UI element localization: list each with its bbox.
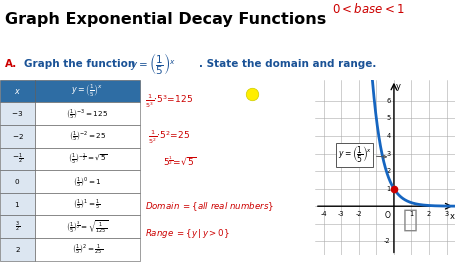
- Text: 1: 1: [410, 211, 413, 217]
- Bar: [35, 102, 140, 125]
- Text: $\left(\frac{1}{5}\right)^{-\frac{1}{2}}=\sqrt{5}$: $\left(\frac{1}{5}\right)^{-\frac{1}{2}}…: [68, 151, 107, 167]
- Text: 5: 5: [386, 115, 391, 121]
- Text: 1: 1: [387, 186, 391, 192]
- Bar: [0, 148, 35, 170]
- Bar: [35, 148, 140, 170]
- Text: 3: 3: [387, 151, 391, 156]
- Text: x: x: [449, 212, 455, 221]
- Bar: [35, 193, 140, 215]
- Text: 2: 2: [427, 211, 431, 217]
- Text: 4: 4: [386, 133, 391, 139]
- Text: $y=\left(\dfrac{1}{5}\right)^{\!x}$: $y=\left(\dfrac{1}{5}\right)^{\!x}$: [337, 145, 386, 165]
- Text: O: O: [385, 211, 391, 220]
- Text: $-\frac{1}{2}$: $-\frac{1}{2}$: [12, 152, 23, 166]
- Text: $\left(\frac{1}{5}\right)^{1}=\frac{1}{5}$: $\left(\frac{1}{5}\right)^{1}=\frac{1}{5…: [73, 197, 101, 211]
- Text: 3: 3: [445, 211, 448, 217]
- Text: $2$: $2$: [15, 245, 20, 254]
- Text: $0$: $0$: [14, 177, 20, 186]
- Bar: [35, 238, 140, 261]
- Bar: [0, 125, 35, 148]
- Text: 2: 2: [386, 168, 391, 174]
- Text: 👤: 👤: [402, 207, 418, 231]
- Text: Range $= \{y\,|\,y > 0\}$: Range $= \{y\,|\,y > 0\}$: [145, 227, 229, 240]
- Bar: [0, 170, 35, 193]
- Text: Domain $= \{$all real numbers$\}$: Domain $= \{$all real numbers$\}$: [145, 200, 273, 213]
- Text: 6: 6: [386, 98, 391, 104]
- Bar: [0, 193, 35, 215]
- Text: $\mathit{0{<}base{<}1}$: $\mathit{0{<}base{<}1}$: [332, 2, 404, 16]
- Text: $y = \left(\dfrac{1}{5}\right)^x$: $y = \left(\dfrac{1}{5}\right)^x$: [130, 51, 176, 77]
- Text: $y=\left(\frac{1}{5}\right)^x$: $y=\left(\frac{1}{5}\right)^x$: [71, 83, 103, 99]
- Text: A.: A.: [5, 59, 17, 69]
- Text: . State the domain and range.: . State the domain and range.: [199, 59, 376, 69]
- Text: $-3$: $-3$: [11, 109, 24, 118]
- Text: -2: -2: [384, 238, 391, 244]
- Text: -3: -3: [338, 211, 345, 217]
- Bar: [0, 102, 35, 125]
- Bar: [35, 215, 140, 238]
- Text: -4: -4: [320, 211, 327, 217]
- Text: Graph Exponential Decay Functions: Graph Exponential Decay Functions: [5, 12, 326, 27]
- Bar: [0, 238, 35, 261]
- Text: $1$: $1$: [15, 200, 20, 209]
- Bar: [35, 170, 140, 193]
- Bar: [0, 80, 35, 102]
- Text: $\left(\frac{1}{5}\right)^{2}=\frac{1}{25}$: $\left(\frac{1}{5}\right)^{2}=\frac{1}{2…: [72, 242, 103, 256]
- Text: $5^{\frac{1}{2}}\!=\!\sqrt{5}$: $5^{\frac{1}{2}}\!=\!\sqrt{5}$: [163, 155, 197, 168]
- Text: $\left(\frac{1}{5}\right)^{-2}=25$: $\left(\frac{1}{5}\right)^{-2}=25$: [69, 129, 106, 143]
- Text: $\left(\frac{1}{5}\right)^{-3}=125$: $\left(\frac{1}{5}\right)^{-3}=125$: [66, 107, 109, 121]
- Text: y: y: [396, 82, 401, 90]
- Text: $x$: $x$: [14, 87, 21, 95]
- Text: $\left(\frac{1}{5}\right)^{\frac{3}{2}}=\sqrt{\frac{1}{125}}$: $\left(\frac{1}{5}\right)^{\frac{3}{2}}=…: [66, 218, 109, 235]
- Bar: [0, 215, 35, 238]
- Text: $\left(\frac{1}{5}\right)^{0}=1$: $\left(\frac{1}{5}\right)^{0}=1$: [73, 174, 102, 189]
- Bar: [35, 80, 140, 102]
- Text: $\frac{1}{5^2}\!\cdot\! 5^2\!=\!25$: $\frac{1}{5^2}\!\cdot\! 5^2\!=\!25$: [147, 129, 190, 147]
- Text: $\frac{3}{2}$: $\frac{3}{2}$: [15, 220, 20, 234]
- Bar: [35, 125, 140, 148]
- Text: Graph the function: Graph the function: [24, 59, 135, 69]
- Text: $\frac{1}{5^3}\!\cdot\! 5^3\!=\!125$: $\frac{1}{5^3}\!\cdot\! 5^3\!=\!125$: [145, 93, 193, 110]
- Text: -2: -2: [356, 211, 362, 217]
- Text: $-2$: $-2$: [11, 132, 23, 141]
